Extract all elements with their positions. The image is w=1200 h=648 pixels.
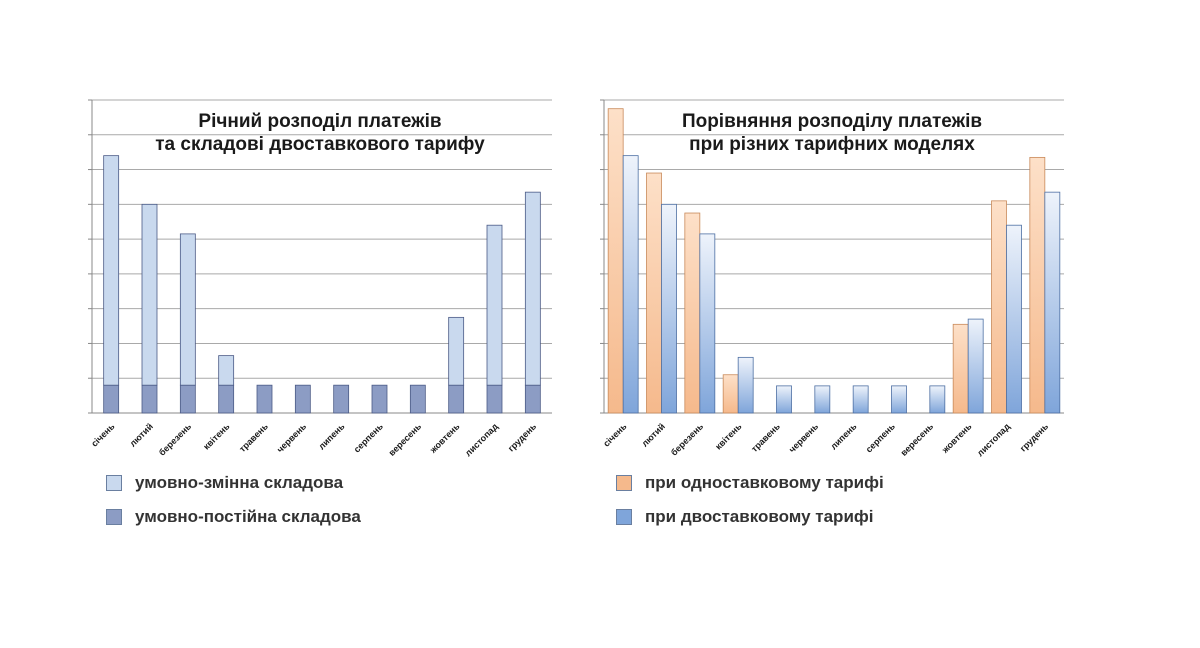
- chart-right-title: Порівняння розподілу платежів при різних…: [592, 110, 1072, 156]
- bar-умовно-постійна-складова-лютий: [141, 384, 158, 414]
- bar-при-двоставковому-тарифі-травень: [776, 385, 792, 414]
- chart-right-title-line-2: при різних тарифних моделях: [689, 134, 975, 155]
- chart-left-plot: січень лютий березень квітень травень червень…: [88, 99, 552, 458]
- x-tick-label: лютий: [640, 421, 667, 448]
- bar-умовно-змінна-складова-березень: [179, 233, 196, 386]
- bar-при-двоставковому-тарифі-листопад: [1006, 224, 1022, 414]
- chart-left-title-line-1: Річний розподіл платежів: [198, 111, 442, 132]
- x-tick-label: серпень: [352, 421, 386, 455]
- chart-left-title-line-2: та складові двоставкового тарифу: [155, 134, 485, 155]
- chart-right-title-line-1: Порівняння розподілу платежів: [681, 111, 983, 132]
- x-tick-label: березень: [669, 421, 706, 458]
- x-tick-label: травень: [749, 421, 782, 454]
- legend-label-fixed: умовно-постійна складова: [135, 507, 361, 526]
- legend-swatch-fixed: [106, 509, 122, 525]
- legend-swatch-two-rate: [616, 509, 632, 525]
- bar-при-двоставковому-тарифі-жовтень: [967, 318, 984, 414]
- legend-label-two-rate: при двоставковому тарифі: [645, 507, 874, 526]
- bar-умовно-постійна-складова-червень: [294, 384, 311, 414]
- bar-при-двоставковому-тарифі-липень: [852, 385, 869, 414]
- bar-умовно-постійна-складова-травень: [256, 384, 273, 414]
- bar-при-одноставковому-тарифі-листопад: [991, 200, 1007, 414]
- bar-при-одноставковому-тарифі-грудень: [1029, 156, 1046, 414]
- chart-tariff-comparison: січень лютий березень квітень травень червень…: [592, 90, 1072, 460]
- bar-при-одноставковому-тарифі-березень: [684, 212, 701, 414]
- x-tick-label: серпень: [864, 421, 898, 455]
- bar-умовно-змінна-складова-лютий: [141, 203, 158, 386]
- legend-label-variable: умовно-змінна складова: [135, 473, 344, 492]
- x-tick-label: квітень: [201, 421, 232, 452]
- legend-item-single-rate: при одноставковому тарифі: [616, 472, 884, 494]
- bar-при-двоставковому-тарифі-грудень: [1044, 191, 1061, 414]
- legend-item-fixed: умовно-постійна складова: [106, 506, 361, 528]
- x-tick-label: березень: [157, 421, 194, 458]
- bar-при-двоставковому-тарифі-серпень: [891, 385, 907, 414]
- x-tick-label: жовтень: [939, 421, 974, 456]
- bar-умовно-постійна-складова-січень: [103, 384, 120, 414]
- legend-swatch-single-rate: [616, 475, 632, 491]
- legend-swatch-variable: [106, 475, 122, 491]
- bar-при-двоставковому-тарифі-квітень: [737, 356, 754, 414]
- chart-left-title: Річний розподіл платежів та складові дво…: [80, 110, 560, 156]
- legend-label-single-rate: при одноставковому тарифі: [645, 473, 884, 492]
- bar-при-одноставковому-тарифі-лютий: [646, 172, 662, 414]
- x-tick-label: грудень: [506, 421, 539, 454]
- bar-умовно-постійна-складова-липень: [333, 384, 350, 414]
- x-tick-label: вересень: [899, 421, 936, 458]
- bar-умовно-змінна-складова-листопад: [486, 224, 503, 386]
- bar-при-двоставковому-тарифі-січень: [622, 155, 639, 414]
- legend-item-variable: умовно-змінна складова: [106, 472, 361, 494]
- legend-left: умовно-змінна складова умовно-постійна с…: [106, 472, 361, 540]
- x-tick-label: січень: [89, 421, 117, 449]
- legend-right: при одноставковому тарифі при двоставков…: [616, 472, 884, 540]
- bar-при-одноставковому-тарифі-квітень: [722, 374, 739, 414]
- bar-умовно-постійна-складова-березень: [179, 384, 196, 414]
- x-tick-label: квітень: [713, 421, 744, 452]
- bar-умовно-постійна-складова-квітень: [218, 384, 235, 414]
- bar-умовно-змінна-складова-квітень: [218, 355, 235, 386]
- x-tick-label: травень: [237, 421, 270, 454]
- x-tick-label: липень: [316, 421, 346, 451]
- bar-умовно-постійна-складова-вересень: [409, 384, 426, 414]
- x-tick-label: листопад: [463, 421, 500, 458]
- bar-умовно-змінна-складова-жовтень: [448, 316, 465, 386]
- x-tick-label: січень: [601, 421, 629, 449]
- x-tick-label: червень: [787, 421, 821, 455]
- chart-annual-distribution: січень лютий березень квітень травень червень…: [80, 90, 560, 460]
- bar-при-двоставковому-тарифі-березень: [699, 233, 716, 414]
- x-tick-label: вересень: [387, 421, 424, 458]
- bar-при-двоставковому-тарифі-вересень: [929, 385, 946, 414]
- bar-умовно-змінна-складова-січень: [103, 155, 120, 386]
- x-tick-label: червень: [275, 421, 309, 455]
- bar-при-одноставковому-тарифі-жовтень: [952, 323, 969, 414]
- bar-умовно-постійна-складова-жовтень: [448, 384, 465, 414]
- bar-умовно-постійна-складова-грудень: [524, 384, 541, 414]
- chart-right-plot: січень лютий березень квітень травень червень…: [600, 99, 1064, 458]
- bar-умовно-змінна-складова-грудень: [524, 191, 541, 386]
- x-tick-label: грудень: [1018, 421, 1051, 454]
- bar-умовно-постійна-складова-листопад: [486, 384, 503, 414]
- bar-при-двоставковому-тарифі-червень: [814, 385, 831, 414]
- bar-при-двоставковому-тарифі-лютий: [661, 203, 677, 414]
- x-tick-label: лютий: [128, 421, 155, 448]
- x-tick-label: жовтень: [427, 421, 462, 456]
- bar-умовно-постійна-складова-серпень: [371, 384, 388, 414]
- x-tick-label: листопад: [975, 421, 1012, 458]
- legend-item-two-rate: при двоставковому тарифі: [616, 506, 884, 528]
- x-tick-label: липень: [828, 421, 858, 451]
